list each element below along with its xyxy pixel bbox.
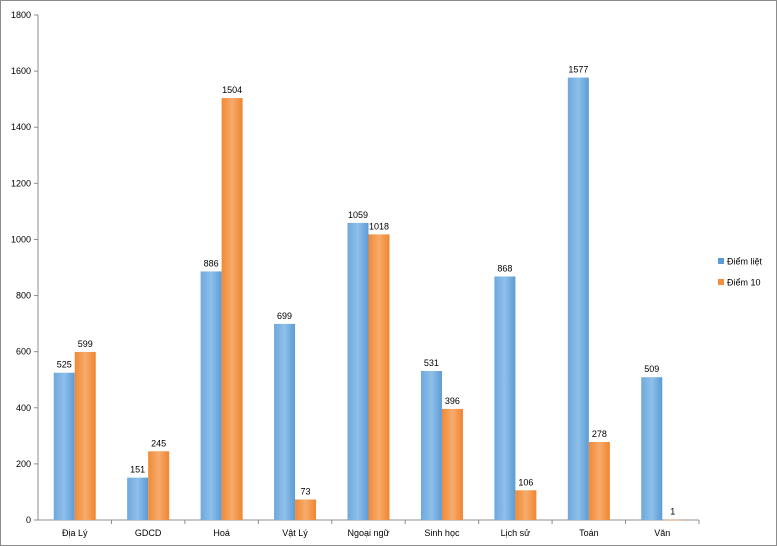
y-tick-label: 1400: [11, 122, 31, 132]
x-category-label: Ngoại ngữ: [347, 528, 389, 538]
bar-diem-10: [588, 442, 610, 520]
bars: [53, 77, 684, 521]
y-tick-label: 0: [26, 515, 31, 525]
data-label: 531: [424, 358, 439, 368]
y-tick-label: 600: [16, 347, 31, 357]
data-label: 525: [57, 360, 72, 370]
data-label: 868: [497, 263, 512, 273]
x-category-label: Lịch sử: [501, 528, 531, 538]
legend: Điểm liệt Điểm 10: [718, 257, 763, 288]
data-label: 245: [151, 438, 166, 448]
data-label: 1059: [348, 210, 368, 220]
data-label: 1018: [369, 221, 389, 231]
bar-diem-10: [441, 408, 463, 520]
bar-diem-10: [515, 490, 537, 520]
bar-diem-10: [662, 519, 684, 521]
data-label: 886: [204, 258, 219, 268]
data-label: 599: [78, 339, 93, 349]
x-category-label: Hoá: [213, 528, 230, 538]
data-label: 1504: [222, 85, 242, 95]
y-tick-label: 200: [16, 459, 31, 469]
x-category-label: Vật Lý: [282, 528, 308, 538]
bar-diem-liet: [274, 323, 296, 520]
y-tick-label: 1800: [11, 10, 31, 20]
y-tick-label: 1200: [11, 178, 31, 188]
bar-diem-liet: [53, 372, 75, 520]
legend-swatch: [718, 258, 724, 264]
data-label: 1: [670, 507, 675, 517]
bar-diem-10: [295, 499, 317, 520]
bar-diem-10: [221, 98, 243, 521]
x-category-label: Địa Lý: [62, 528, 88, 538]
x-category-label: Toán: [579, 528, 599, 538]
data-label: 151: [130, 465, 145, 475]
data-label: 509: [644, 364, 659, 374]
data-label: 106: [518, 477, 533, 487]
y-tick-label: 800: [16, 291, 31, 301]
legend-label: Điểm 10: [727, 278, 761, 288]
bar-diem-liet: [200, 271, 222, 520]
bar-diem-liet: [127, 477, 149, 520]
bar-diem-liet: [641, 377, 663, 520]
x-category-label: GDCD: [135, 528, 162, 538]
bar-diem-liet: [347, 222, 369, 520]
data-label: 396: [445, 396, 460, 406]
x-category-label: Văn: [654, 528, 670, 538]
data-label: 73: [301, 487, 311, 497]
legend-swatch: [718, 279, 724, 285]
bar-diem-10: [368, 234, 390, 520]
bar-diem-liet: [494, 276, 516, 520]
y-tick-label: 400: [16, 403, 31, 413]
y-tick-label: 1600: [11, 66, 31, 76]
bar-diem-liet: [420, 371, 442, 520]
data-label: 278: [592, 429, 607, 439]
bar-diem-10: [74, 351, 96, 520]
bar-diem-10: [148, 451, 170, 520]
x-category-label: Sinh học: [424, 528, 460, 538]
y-tick-label: 1000: [11, 234, 31, 244]
legend-label: Điểm liệt: [727, 257, 763, 267]
data-label: 1577: [568, 65, 588, 75]
data-label: 699: [277, 311, 292, 321]
bar-diem-liet: [567, 77, 589, 520]
